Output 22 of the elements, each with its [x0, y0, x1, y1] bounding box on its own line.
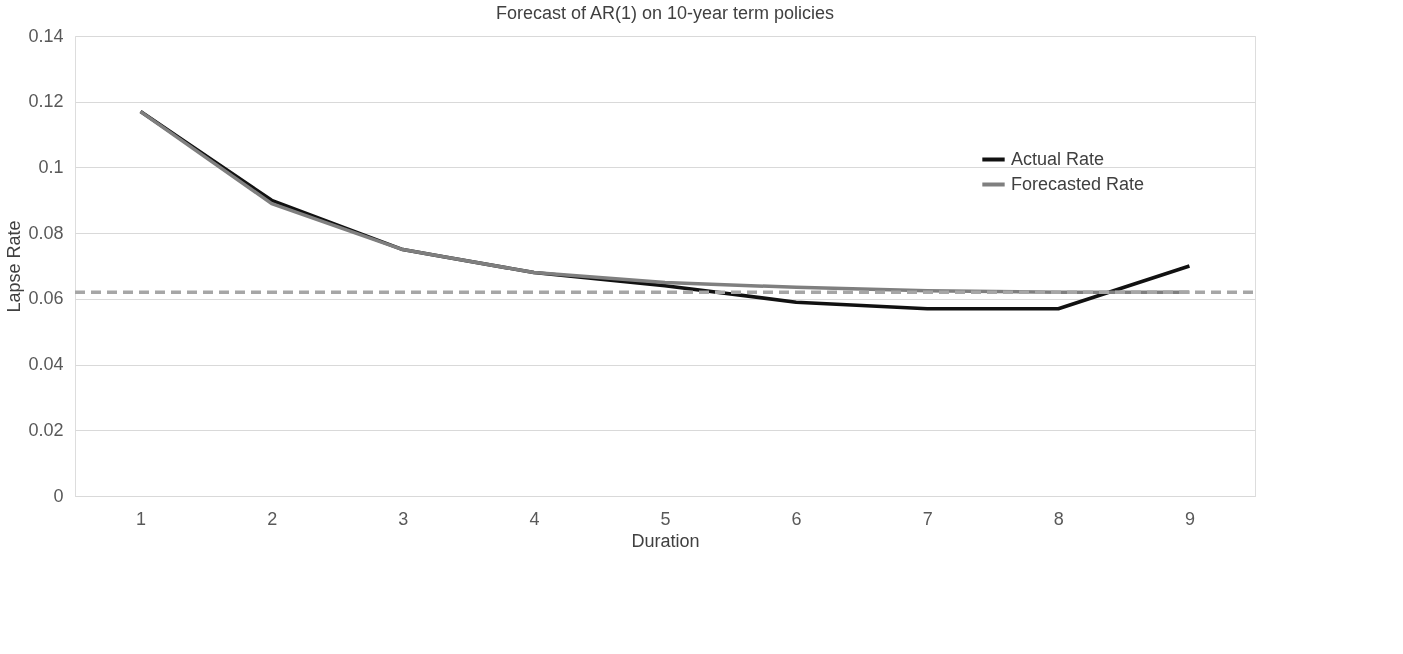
x-tick-label: 8 — [1053, 508, 1064, 529]
x-tick-label: 6 — [791, 508, 802, 529]
legend-label: Forecasted Rate — [1011, 173, 1145, 194]
x-axis-title: Duration — [631, 530, 700, 551]
x-tick-label: 4 — [529, 508, 540, 529]
y-tick-label: 0.04 — [28, 354, 64, 375]
chart-title: Forecast of AR(1) on 10-year term policies — [495, 3, 835, 23]
x-tick-label: 9 — [1184, 508, 1195, 529]
x-tick-label: 5 — [660, 508, 671, 529]
legend-label: Actual Rate — [1011, 148, 1105, 169]
y-tick-label: 0.02 — [28, 419, 64, 440]
x-tick-label: 2 — [267, 508, 278, 529]
y-tick-label: 0 — [53, 485, 64, 506]
y-tick-label: 0.14 — [28, 25, 64, 46]
x-tick-label: 1 — [136, 508, 147, 529]
x-tick-label: 7 — [922, 508, 933, 529]
y-tick-label: 0.08 — [28, 222, 64, 243]
y-tick-label: 0.06 — [28, 288, 64, 309]
y-axis-title: Lapse Rate — [4, 220, 25, 313]
y-tick-label: 0.12 — [28, 91, 64, 112]
y-tick-label: 0.1 — [38, 156, 64, 177]
x-tick-label: 3 — [398, 508, 409, 529]
